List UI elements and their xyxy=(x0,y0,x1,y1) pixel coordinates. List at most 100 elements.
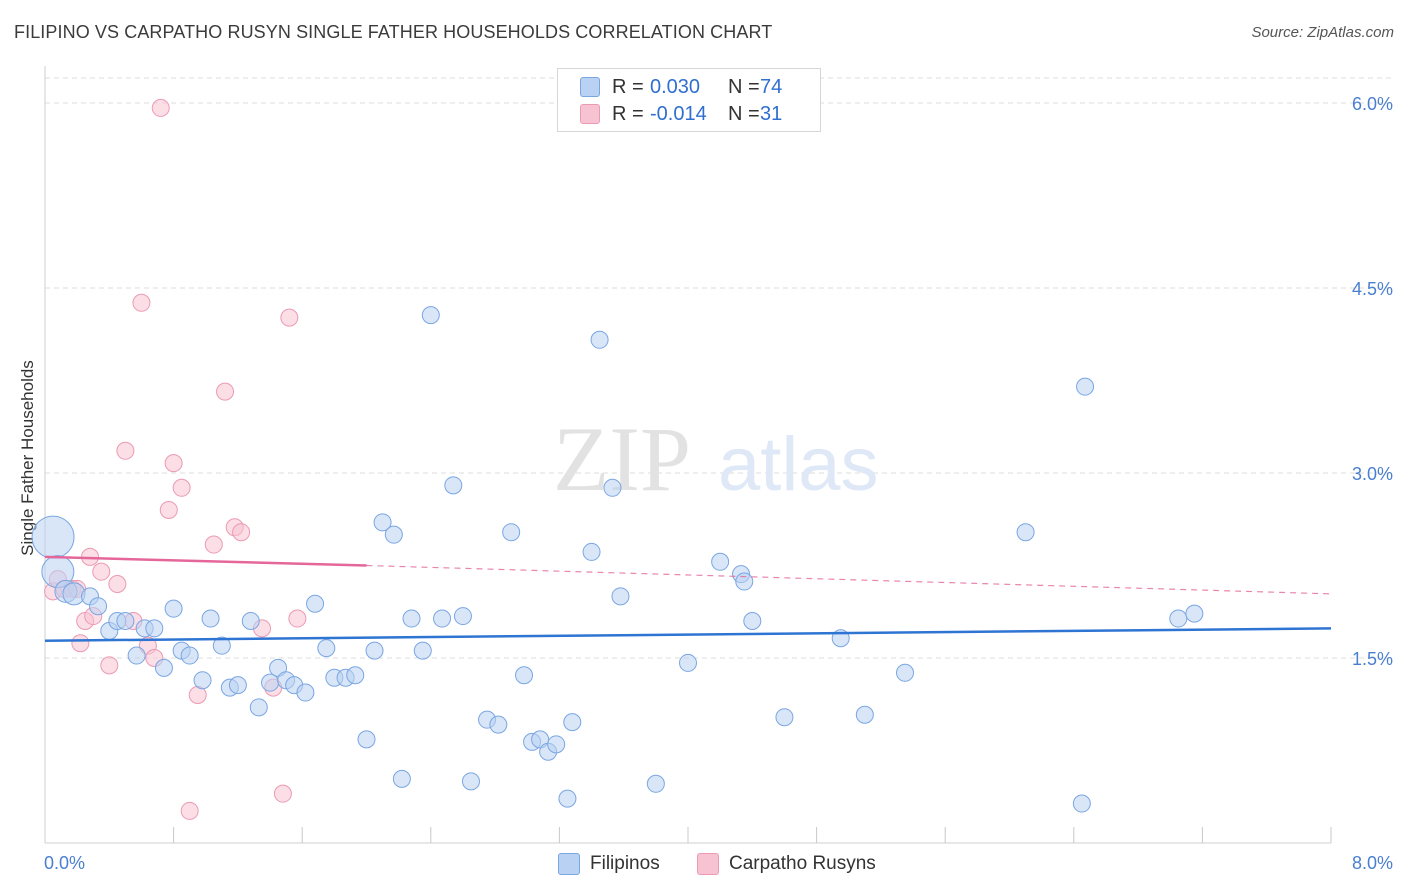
watermark: ZIP atlas xyxy=(553,408,879,510)
legend-r-value: -0.014 xyxy=(650,102,707,125)
tick-labels: 1.5% 3.0% 4.5% 6.0% 0.0% 8.0% xyxy=(44,94,1393,873)
y-tick-label: 4.5% xyxy=(1352,279,1393,299)
filipino-point xyxy=(116,612,135,630)
filipino-point xyxy=(392,769,411,788)
legend-n-value: 31 xyxy=(760,102,783,125)
filipino-point xyxy=(164,599,183,618)
filipino-point xyxy=(489,715,508,734)
filipino-point xyxy=(1072,794,1091,813)
filipino-point xyxy=(317,639,336,658)
carpatho-point xyxy=(204,535,223,554)
filipino-point xyxy=(563,713,582,732)
filipino-point xyxy=(296,683,315,702)
bottom-legend-swatch-blue xyxy=(558,853,580,875)
carpatho-point xyxy=(280,308,299,327)
legend-r-value: 0.030 xyxy=(650,75,701,98)
legend-row-filipinos: R = 0.030 N = 74 xyxy=(580,75,782,99)
watermark-atlas: atlas xyxy=(718,422,879,507)
x-tick-label-max: 8.0% xyxy=(1352,853,1393,873)
watermark-zip: ZIP xyxy=(553,408,691,510)
carpatho-point xyxy=(216,382,235,401)
chart-title: FILIPINO VS CARPATHO RUSYN SINGLE FATHER… xyxy=(14,22,773,42)
filipino-point xyxy=(402,609,421,628)
filipino-point xyxy=(249,698,268,717)
carpatho-point xyxy=(92,562,111,581)
x-tick-label-min: 0.0% xyxy=(44,853,85,873)
carpatho-point xyxy=(132,293,151,312)
filipino-point xyxy=(127,646,146,665)
y-tick-label: 3.0% xyxy=(1352,464,1393,484)
filipino-point xyxy=(611,587,630,606)
filipino-point xyxy=(261,673,280,692)
filipino-point xyxy=(89,597,108,616)
y-tick-label: 1.5% xyxy=(1352,649,1393,669)
legend-row-carpatho: R = -0.014 N = 31 xyxy=(580,102,782,126)
carpatho-point xyxy=(164,454,183,473)
filipino-point xyxy=(154,658,173,677)
filipino-point xyxy=(775,708,794,727)
filipino-point xyxy=(711,552,730,571)
filipino-point xyxy=(1016,523,1035,542)
filipino-point xyxy=(145,619,164,638)
legend-swatch-pink xyxy=(580,104,600,124)
legend-n-label: N = xyxy=(728,102,760,125)
filipino-point xyxy=(306,594,325,613)
bottom-legend-filipinos: Filipinos xyxy=(558,852,660,876)
filipino-point xyxy=(212,636,231,655)
filipino-point xyxy=(193,671,212,690)
filipino-point xyxy=(590,330,609,349)
bottom-legend-label-filipinos: Filipinos xyxy=(590,853,660,874)
filipino-point xyxy=(384,525,403,544)
filipino-point xyxy=(31,515,75,559)
carpatho-point xyxy=(71,634,90,653)
filipino-point xyxy=(373,513,392,532)
filipino-point xyxy=(241,612,260,630)
y-tick-label: 6.0% xyxy=(1352,94,1393,114)
filipino-point xyxy=(413,641,432,660)
legend-r-label: R = xyxy=(612,75,644,98)
carpatho-trend-line xyxy=(44,555,367,567)
carpatho-point xyxy=(100,656,119,675)
filipino-point xyxy=(433,609,452,628)
filipino-point xyxy=(735,572,754,591)
filipino-point xyxy=(646,774,665,793)
stats-legend: R = 0.030 N = 74 R = -0.014 N = 31 xyxy=(557,68,821,132)
filipino-point xyxy=(453,607,472,626)
filipino-point xyxy=(365,641,384,660)
filipino-point xyxy=(896,663,915,682)
carpatho-point xyxy=(288,609,307,628)
filipino-trend-line xyxy=(44,627,1332,642)
legend-r-label: R = xyxy=(612,102,644,125)
filipino-point xyxy=(547,735,566,754)
carpatho-trend-extension xyxy=(366,564,1332,595)
filipino-point xyxy=(444,476,463,495)
filipino-point xyxy=(558,789,577,808)
filipino-point xyxy=(357,730,376,749)
filipino-point xyxy=(1076,377,1095,396)
filipino-point xyxy=(515,666,534,685)
legend-n-label: N = xyxy=(728,75,760,98)
carpatho-point xyxy=(159,501,178,519)
filipino-point xyxy=(180,646,199,665)
filipino-point xyxy=(346,666,365,685)
filipino-point xyxy=(855,705,874,724)
carpatho-point xyxy=(108,575,127,593)
gridlines xyxy=(45,77,1392,843)
filipino-point xyxy=(603,478,622,497)
trend-lines xyxy=(44,555,1332,642)
filipino-point xyxy=(582,542,601,561)
source-label: Source: ZipAtlas.com xyxy=(1251,24,1394,41)
filipino-point xyxy=(421,306,440,325)
carpatho-point xyxy=(180,801,199,820)
legend-n-value: 74 xyxy=(760,75,783,98)
carpatho-point xyxy=(273,784,292,803)
axes xyxy=(44,66,1331,844)
filipino-point xyxy=(679,653,697,672)
filipino-point xyxy=(461,772,480,791)
filipino-points xyxy=(31,306,1204,813)
bottom-legend-label-carpatho: Carpatho Rusyns xyxy=(729,853,876,874)
carpatho-point xyxy=(172,478,191,497)
carpatho-point xyxy=(116,441,135,460)
filipino-point xyxy=(743,612,762,630)
